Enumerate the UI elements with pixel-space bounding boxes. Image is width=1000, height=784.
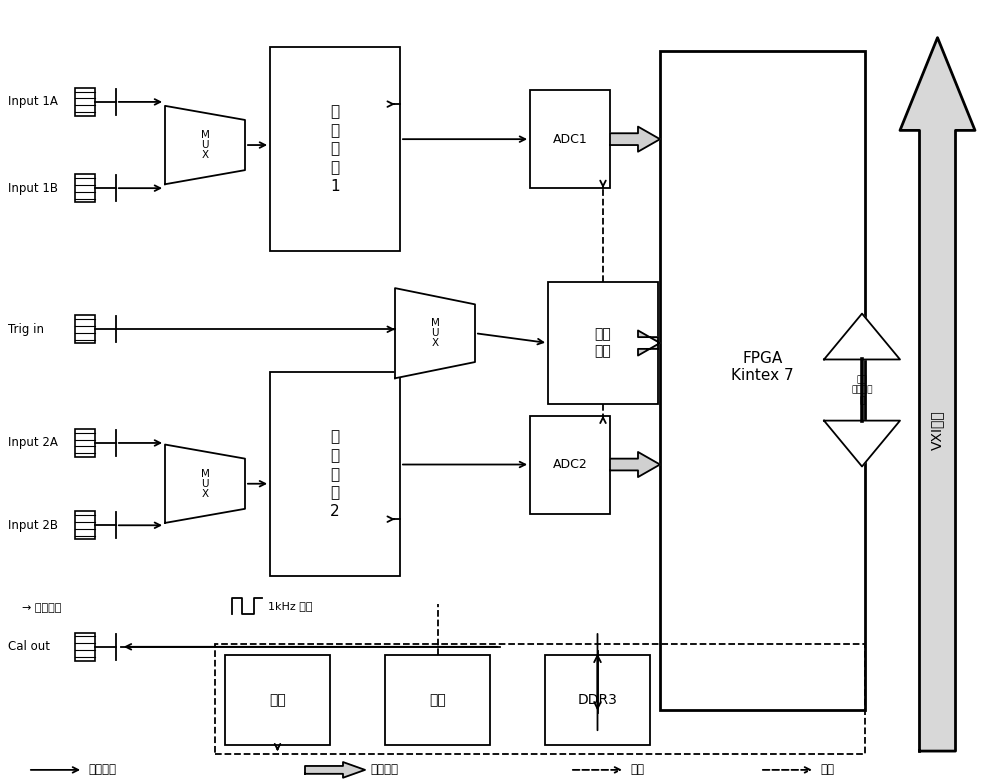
Text: 触发
电路: 触发 电路 [595,328,611,358]
Polygon shape [165,445,245,523]
Bar [75,315,95,343]
Text: Cal out: Cal out [8,641,50,653]
Text: Input 1A: Input 1A [8,96,58,108]
Bar [270,372,400,576]
Text: M
U
X: M U X [431,318,439,348]
Polygon shape [900,38,975,751]
Polygon shape [610,452,660,477]
Text: Input 2A: Input 2A [8,437,58,449]
Text: 1kHz 方波: 1kHz 方波 [268,601,312,611]
Polygon shape [395,289,475,379]
Text: M
U
X: M U X [201,130,209,160]
Text: Input 2B: Input 2B [8,519,58,532]
Text: ADC2: ADC2 [553,458,587,471]
Bar [548,282,658,404]
Bar [530,416,610,514]
Polygon shape [610,127,660,152]
Bar [75,174,95,202]
Bar [75,511,95,539]
Polygon shape [165,106,245,184]
Bar [545,655,650,745]
Text: Trig in: Trig in [8,323,44,336]
Text: 模
拟
通
道
2: 模 拟 通 道 2 [330,430,340,519]
Bar [75,633,95,661]
Bar [225,655,330,745]
Text: DDR3: DDR3 [578,693,617,706]
Polygon shape [638,331,660,356]
Bar [270,47,400,251]
Text: 模
拟
通
道
1: 模 拟 通 道 1 [330,104,340,194]
Bar [530,90,610,188]
Text: 模拟信号: 模拟信号 [88,764,116,776]
Text: FPGA
Kintex 7: FPGA Kintex 7 [731,351,794,383]
Text: 电源: 电源 [269,693,286,706]
Text: Input 1B: Input 1B [8,182,58,194]
Text: 电源: 电源 [820,764,834,776]
Bar [75,88,95,116]
Polygon shape [305,762,365,778]
Text: → 模拟信号: → 模拟信号 [22,603,61,612]
Polygon shape [824,314,900,359]
Bar [385,655,490,745]
Bar [215,644,865,754]
Bar [75,429,95,457]
Text: 时钟: 时钟 [429,693,446,706]
Text: 数据
及控制信
号: 数据 及控制信 号 [851,375,873,405]
Text: 数字信号: 数字信号 [370,764,398,776]
Text: ADC1: ADC1 [553,132,587,146]
Polygon shape [824,420,900,466]
Text: M
U
X: M U X [201,469,209,499]
Text: 时钟: 时钟 [630,764,644,776]
Bar [660,51,865,710]
Text: VXI总线: VXI总线 [930,410,944,450]
